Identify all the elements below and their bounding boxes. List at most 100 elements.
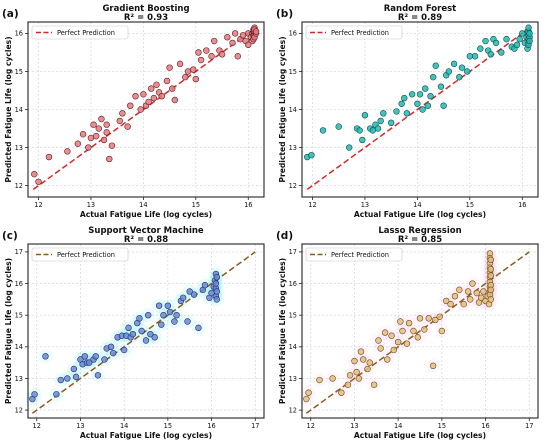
scatter-point xyxy=(458,64,466,71)
scatter-point xyxy=(64,148,71,155)
panel-subtitle: R² = 0.93 xyxy=(124,13,168,23)
x-tick-label: 16 xyxy=(481,422,489,430)
x-tick-label: 16 xyxy=(207,422,215,430)
scatter-point xyxy=(366,359,373,366)
scatter-point xyxy=(401,94,408,102)
scatter-point xyxy=(110,349,117,357)
scatter-point xyxy=(138,327,145,335)
scatter-point xyxy=(370,381,378,388)
scatter-point xyxy=(95,125,103,132)
panel-title: Support Vector Machine xyxy=(88,226,204,236)
scatter-point xyxy=(208,53,215,60)
x-tick-label: 13 xyxy=(361,201,369,209)
scatter-point xyxy=(74,140,82,147)
scatter-point xyxy=(224,34,231,41)
scatter-point xyxy=(346,144,353,151)
x-tick-label: 17 xyxy=(525,422,533,430)
scatter-point xyxy=(31,391,38,398)
scatter-point xyxy=(140,91,147,98)
scatter-point xyxy=(338,389,345,396)
scatter-point xyxy=(229,39,236,47)
y-tick-label: 15 xyxy=(289,68,297,76)
panel-subtitle: R² = 0.89 xyxy=(398,13,442,23)
scatter-point xyxy=(425,315,432,322)
scatter-point xyxy=(166,308,174,316)
panel-lasso-regression: 12 13 14 15 16 17 12 13 14 15 16 17 Perfect Predicti… xyxy=(276,226,539,440)
scatter-point xyxy=(127,102,134,109)
y-tick-label: 13 xyxy=(15,375,23,383)
scatter-point xyxy=(375,337,382,344)
scatter-point xyxy=(436,313,443,320)
scatter-point xyxy=(203,47,210,54)
scatter-point xyxy=(403,340,411,347)
x-tick-label: 13 xyxy=(87,201,95,209)
scatter-point xyxy=(103,121,110,128)
scatter-point xyxy=(148,85,155,92)
scatter-point xyxy=(408,91,416,98)
scatter-point xyxy=(195,324,202,332)
scatter-point xyxy=(440,102,447,109)
scatter-point xyxy=(155,302,163,309)
scatter-point xyxy=(393,108,400,115)
scatter-point xyxy=(335,123,342,130)
y-tick-label: 12 xyxy=(15,182,23,190)
panel-title: Lasso Regression xyxy=(378,226,461,236)
scatter-point xyxy=(79,131,87,138)
scatter-point xyxy=(467,296,474,303)
scatter-point xyxy=(190,291,198,298)
scatter-point xyxy=(397,318,404,325)
scatter-point xyxy=(305,389,312,396)
scatter-point xyxy=(106,155,113,163)
scatter-point xyxy=(361,112,369,119)
scatter-point xyxy=(356,127,363,134)
scatter-point xyxy=(213,288,221,295)
scatter-point xyxy=(526,37,533,45)
x-tick-label: 15 xyxy=(438,422,446,430)
scatter-point xyxy=(450,60,458,68)
scatter-point xyxy=(136,315,143,322)
panel-title: Random Forest xyxy=(384,4,456,14)
y-tick-label: 16 xyxy=(15,280,23,288)
x-tick-label: 16 xyxy=(244,201,252,209)
scatter-point xyxy=(437,83,445,90)
scatter-point xyxy=(192,75,200,83)
scatter-point xyxy=(171,96,179,104)
scatter-point xyxy=(525,24,532,31)
scatter-point xyxy=(107,343,115,351)
scatter-point xyxy=(81,353,89,360)
panel-support-vector-machine: 12 13 14 15 16 17 12 13 14 15 16 17 Perfect Predicti… xyxy=(2,226,265,440)
scatter-point xyxy=(108,142,116,149)
scatter-point xyxy=(364,365,371,373)
y-axis-label: Predicted Fatigue Life (log cycles) xyxy=(278,36,287,182)
scatter-point xyxy=(381,329,389,336)
y-tick-label: 13 xyxy=(289,375,297,383)
y-axis-label: Predicted Fatigue Life (log cycles) xyxy=(278,258,287,404)
legend-box xyxy=(305,247,403,262)
scatter-point xyxy=(416,91,424,98)
scatter-point xyxy=(173,311,180,319)
y-tick-label: 16 xyxy=(289,280,297,288)
scatter-point xyxy=(92,353,99,360)
scatter-point xyxy=(424,102,432,109)
scatter-point xyxy=(218,51,226,58)
scatter-point xyxy=(460,300,467,308)
scatter-point xyxy=(53,391,60,398)
legend-label: Perfect Prediction xyxy=(57,251,115,259)
scatter-point xyxy=(212,280,220,287)
scatter-point xyxy=(124,123,131,130)
scatter-point xyxy=(419,106,426,113)
scatter-point xyxy=(213,296,221,303)
x-axis-label: Actual Fatigue Life (log cycles) xyxy=(354,210,486,219)
scatter-point xyxy=(72,373,80,381)
x-tick-label: 12 xyxy=(307,422,315,430)
scatter-point xyxy=(210,37,218,45)
scatter-point xyxy=(147,330,154,338)
scatter-point xyxy=(388,332,395,339)
scatter-point xyxy=(150,94,158,102)
scatter-point xyxy=(151,334,158,341)
plot-frame xyxy=(27,21,265,198)
panel-subtitle: R² = 0.88 xyxy=(124,235,168,245)
scatter-point xyxy=(390,346,397,354)
y-tick-label: 17 xyxy=(15,248,23,256)
scatter-point xyxy=(163,77,171,85)
